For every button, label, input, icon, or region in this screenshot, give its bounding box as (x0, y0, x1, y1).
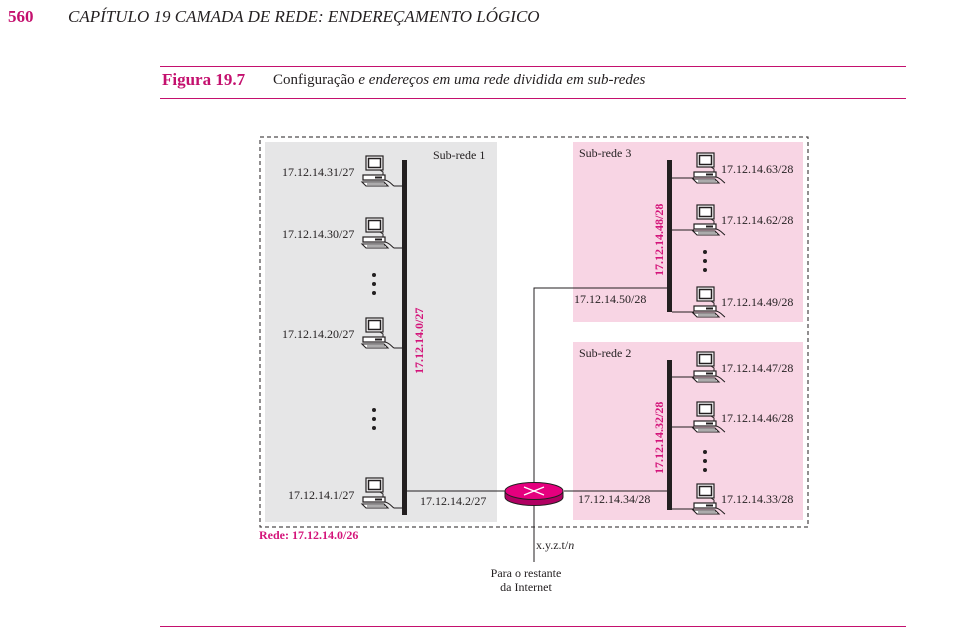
host-label: 17.12.14.20/27 (282, 327, 354, 341)
ellipsis-dots-icon (372, 273, 376, 295)
host-label: 17.12.14.49/28 (721, 295, 793, 309)
subnet-1-title: Sub-rede 1 (433, 148, 485, 162)
page-number: 560 (8, 7, 34, 26)
host-label: 17.12.14.47/28 (721, 361, 793, 375)
subnet-2-address: 17.12.14.32/28 (652, 402, 666, 474)
caption-bottom-rule (160, 98, 906, 99)
chapter-title: CAPÍTULO 19 CAMADA DE REDE: ENDEREÇAMENT… (68, 7, 540, 26)
footer-rule (160, 626, 906, 627)
subnet-3-title: Sub-rede 3 (579, 146, 631, 160)
subnet-3: Sub-rede 3 17.12.14.48/28 17.12.14.63/28… (573, 142, 803, 322)
router-icon (504, 482, 564, 506)
subnet-1: Sub-rede 1 17.12.14.0/27 17.12.14.31/27 … (265, 142, 497, 522)
subnet-1-bus (402, 160, 407, 515)
external-interface-address: x.y.z.t/ (536, 538, 569, 552)
subnet-3-address: 17.12.14.48/28 (652, 204, 666, 276)
host-label: 17.12.14.33/28 (721, 492, 793, 506)
host-label: 17.12.14.63/28 (721, 162, 793, 176)
host-label: 17.12.14.31/27 (282, 165, 354, 179)
subnet-1-address: 17.12.14.0/27 (412, 308, 426, 374)
figure-caption-italic: e endereços em uma rede dividida em sub-… (354, 72, 646, 88)
ellipsis-dots-icon (372, 408, 376, 430)
network-label: Rede: 17.12.14.0/26 (259, 528, 358, 542)
subnet-3-area (573, 142, 803, 322)
internet-label-line1: Para o restante (491, 566, 562, 580)
figure-number: Figura 19.7 (162, 70, 246, 89)
subnet-2-area (573, 342, 803, 520)
figure-caption-plain: Configuração (273, 72, 355, 88)
external-interface-prefix: n (568, 538, 574, 552)
router-interface-label: 17.12.14.34/28 (578, 492, 650, 506)
figure-caption: Configuração e endereços em uma rede div… (273, 72, 645, 89)
host-label: 17.12.14.1/27 (288, 488, 354, 502)
subnet-2-bus (667, 360, 672, 510)
caption-top-rule (160, 66, 906, 67)
subnet-3-bus (667, 160, 672, 312)
subnet-2: Sub-rede 2 17.12.14.32/28 17.12.14.47/28… (573, 342, 803, 520)
ellipsis-dots-icon (703, 450, 707, 472)
external-interface-label: x.y.z.t/n (536, 538, 574, 552)
host-label: 17.12.14.30/27 (282, 227, 354, 241)
internet-label-line2: da Internet (500, 580, 552, 594)
host-label: 17.12.14.46/28 (721, 411, 793, 425)
router-interface-label: 17.12.14.50/28 (574, 292, 646, 306)
router-links (407, 287, 667, 562)
host-label: 17.12.14.62/28 (721, 213, 793, 227)
router-interface-label: 17.12.14.2/27 (420, 494, 486, 508)
ellipsis-dots-icon (703, 250, 707, 272)
subnet-2-title: Sub-rede 2 (579, 346, 631, 360)
